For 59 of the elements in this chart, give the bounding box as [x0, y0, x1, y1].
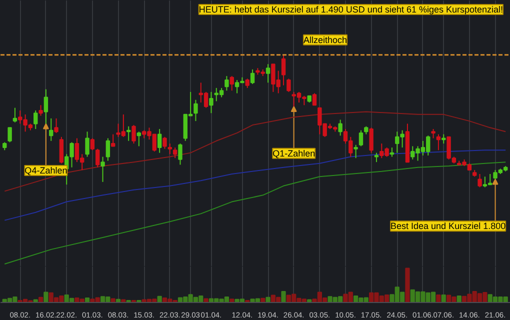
candlestick [126, 126, 131, 142]
bar [204, 298, 208, 302]
candlestick [250, 68, 255, 84]
candlestick [49, 118, 54, 142]
candlestick [224, 76, 229, 92]
candlestick [90, 138, 95, 151]
candlestick [136, 131, 142, 147]
candlestick [194, 99, 198, 122]
chart-title: HEUTE: hebt das Kursziel auf 1.490 USD und sieht 61 %iges Kurspotenzial! [198, 4, 504, 14]
bar [230, 298, 234, 302]
candlestick [100, 156, 105, 182]
candlestick [436, 134, 441, 151]
candlestick [54, 118, 58, 134]
bar [441, 294, 446, 302]
candlestick [312, 92, 317, 106]
candlestick [8, 127, 12, 143]
candlestick [442, 134, 446, 144]
candlestick [286, 78, 291, 92]
bar [44, 292, 48, 302]
bar [266, 296, 270, 302]
annotation: Q4-Zahlen [24, 166, 68, 176]
candlestick [209, 91, 214, 114]
candlestick [266, 64, 270, 84]
candlestick [178, 143, 182, 166]
candlestick [12, 107, 18, 123]
candlestick [369, 127, 374, 154]
candlestick [157, 128, 162, 154]
bar [84, 298, 90, 302]
candlestick [338, 119, 342, 136]
candlestick [358, 130, 364, 147]
candlestick [230, 76, 234, 92]
candlestick [390, 147, 394, 158]
bar [110, 298, 116, 302]
candlestick [59, 136, 64, 164]
bar [456, 295, 462, 302]
candlestick [110, 134, 116, 147]
candlestick [95, 148, 100, 168]
candlestick [168, 143, 172, 155]
candlestick [245, 78, 250, 88]
candlestick [34, 110, 38, 130]
annotation: Q1-Zahlen [272, 148, 316, 158]
candlestick [38, 104, 43, 116]
bar [281, 291, 286, 302]
ref-line-label: Allzeithoch [303, 34, 348, 45]
candlestick [281, 54, 286, 86]
annotation: Best Idea und Kursziel 1.800 [390, 221, 506, 232]
candlestick [172, 147, 178, 159]
candlestick [374, 152, 379, 163]
bar [405, 268, 410, 302]
bar [436, 294, 441, 302]
candlestick [162, 136, 167, 150]
candlestick [132, 124, 136, 144]
candlestick [85, 131, 90, 158]
bar [38, 296, 44, 302]
bar [157, 296, 162, 302]
candlestick [106, 138, 110, 162]
candlestick [431, 128, 436, 139]
candlestick [354, 144, 358, 159]
candlestick [478, 173, 482, 188]
